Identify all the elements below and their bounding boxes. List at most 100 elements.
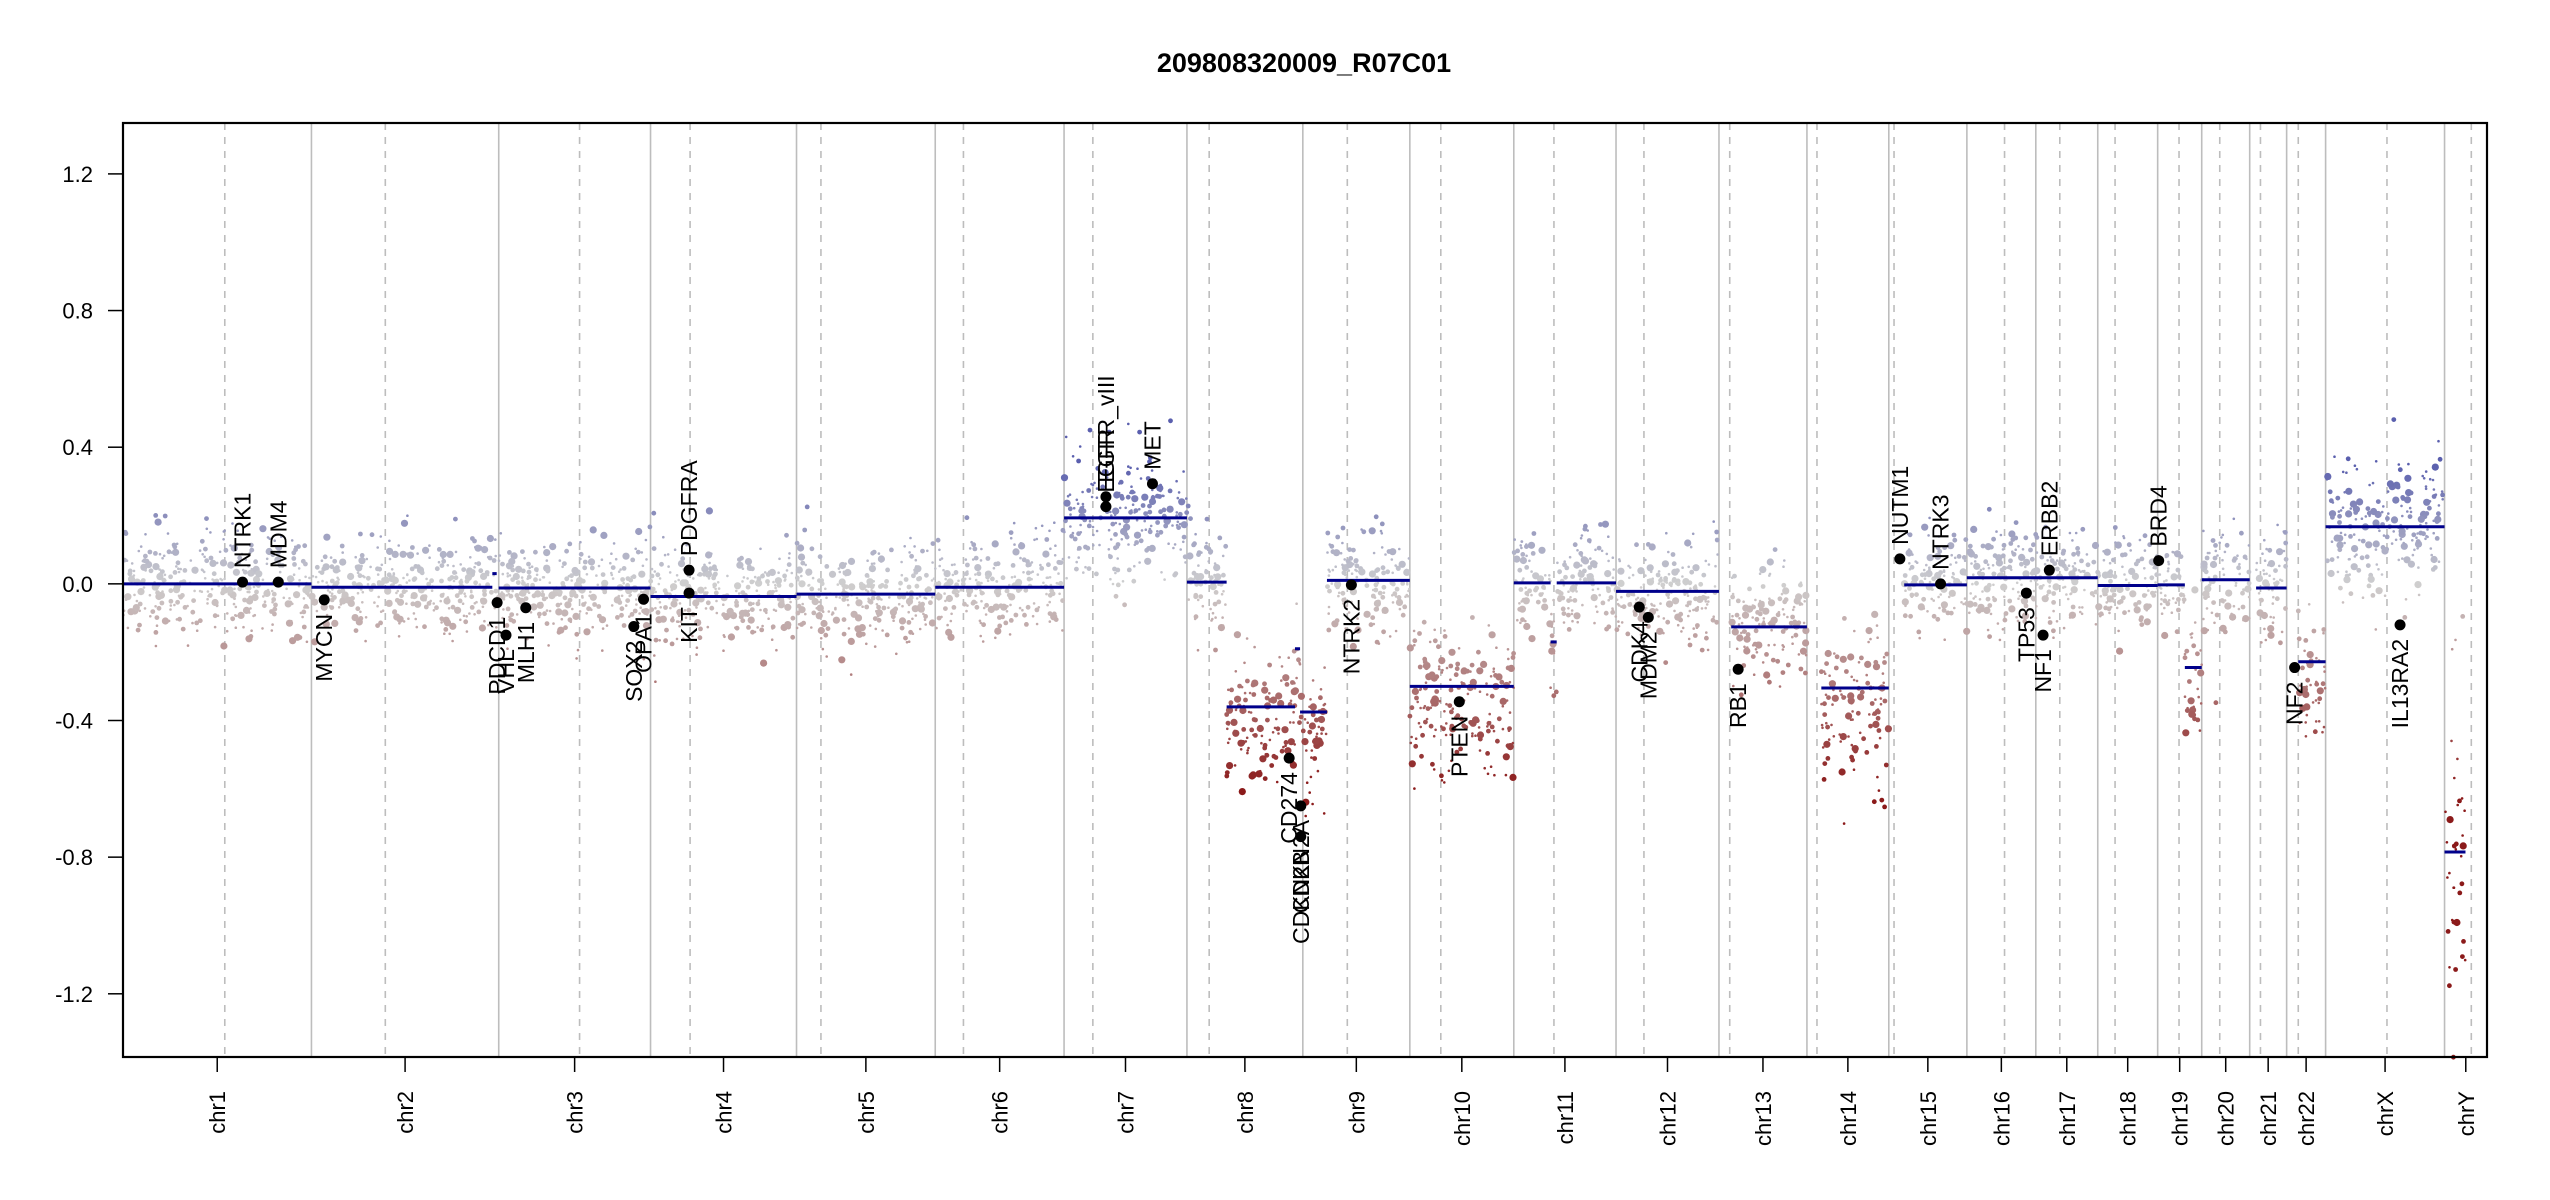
probe-point [1275, 726, 1281, 732]
probe-point [1364, 583, 1370, 588]
probe-point [2323, 670, 2326, 673]
probe-point [1233, 631, 1241, 639]
probe-point [564, 548, 569, 554]
probe-point [1060, 598, 1065, 603]
probe-point [510, 552, 518, 560]
probe-point [698, 626, 703, 632]
probe-point [2061, 548, 2067, 554]
probe-point [2323, 686, 2327, 690]
probe-point [2191, 643, 2197, 649]
probe-point [2374, 460, 2378, 463]
probe-point [1092, 544, 1095, 547]
probe-point [1952, 537, 1958, 543]
probe-point [2166, 601, 2170, 604]
probe-point [226, 586, 234, 594]
probe-point [1615, 598, 1619, 602]
probe-point [1528, 635, 1536, 643]
probe-point [1594, 548, 1597, 552]
probe-point [1260, 741, 1263, 745]
probe-point [214, 578, 220, 584]
probe-point [1305, 781, 1309, 784]
probe-point [1767, 643, 1770, 647]
probe-point [1287, 656, 1290, 659]
probe-point [1572, 598, 1578, 603]
probe-point [2432, 519, 2435, 523]
probe-point [1761, 661, 1765, 664]
probe-point [474, 545, 477, 549]
probe-point [2167, 599, 2171, 602]
probe-point [1683, 593, 1686, 596]
probe-point [1548, 577, 1551, 581]
gene-label: PTEN [1446, 716, 1472, 777]
probe-point [1978, 598, 1982, 601]
probe-point [1520, 540, 1523, 543]
probe-point [1107, 528, 1111, 532]
probe-point [376, 604, 379, 608]
probe-point [1167, 542, 1170, 545]
probe-point [303, 561, 308, 567]
probe-point [528, 566, 531, 570]
x-tick-label: chr16 [1989, 1091, 2014, 1146]
probe-point [1558, 571, 1561, 575]
probe-point [1649, 579, 1655, 584]
probe-point [384, 587, 392, 595]
probe-point [2101, 571, 2109, 579]
probe-point [193, 589, 196, 593]
probe-point [271, 623, 274, 626]
probe-point [2143, 618, 2151, 626]
probe-point [1667, 596, 1670, 599]
probe-point [1278, 655, 1281, 659]
probe-point [980, 547, 983, 551]
probe-point [1091, 525, 1095, 529]
probe-point [596, 583, 600, 587]
probe-point [2108, 611, 2111, 615]
probe-point [1131, 495, 1139, 503]
probe-point [1629, 601, 1632, 605]
probe-point [2461, 939, 2466, 944]
probe-point [1094, 571, 1099, 577]
probe-point [406, 514, 409, 517]
probe-point [1839, 655, 1847, 663]
probe-point [244, 585, 250, 590]
probe-point [2355, 467, 2359, 471]
probe-point [351, 614, 359, 622]
probe-point [1692, 608, 1695, 612]
probe-point [1556, 561, 1559, 565]
probe-point [1587, 565, 1593, 570]
probe-point [715, 599, 718, 603]
probe-point [1268, 738, 1272, 742]
probe-point [2348, 534, 2353, 539]
probe-point [271, 597, 277, 602]
probe-point [2158, 573, 2162, 576]
probe-point [1908, 562, 1911, 565]
probe-point [834, 607, 837, 611]
probe-point [2301, 690, 2304, 693]
probe-point [1347, 569, 1351, 572]
probe-point [973, 555, 979, 561]
probe-point [1867, 640, 1870, 644]
probe-point [376, 546, 380, 549]
probe-point [364, 616, 368, 619]
probe-point [648, 578, 654, 584]
probe-point [1758, 622, 1761, 626]
probe-point [1872, 711, 1878, 716]
probe-point [1248, 772, 1256, 780]
probe-point [727, 633, 736, 641]
probe-point [2262, 569, 2265, 572]
probe-point [1770, 657, 1776, 663]
probe-point [2267, 625, 2275, 633]
probe-point [664, 627, 669, 633]
probe-point [1373, 596, 1377, 599]
probe-point [784, 603, 792, 611]
probe-point [329, 597, 335, 603]
probe-point [463, 592, 466, 595]
probe-point [152, 563, 160, 571]
probe-point [1489, 693, 1495, 699]
probe-point [301, 615, 304, 619]
probe-point [800, 560, 806, 566]
probe-point [2108, 573, 2114, 579]
probe-point [2111, 592, 2117, 598]
probe-point [786, 562, 792, 567]
probe-point [1447, 769, 1451, 773]
probe-point [1377, 590, 1383, 596]
